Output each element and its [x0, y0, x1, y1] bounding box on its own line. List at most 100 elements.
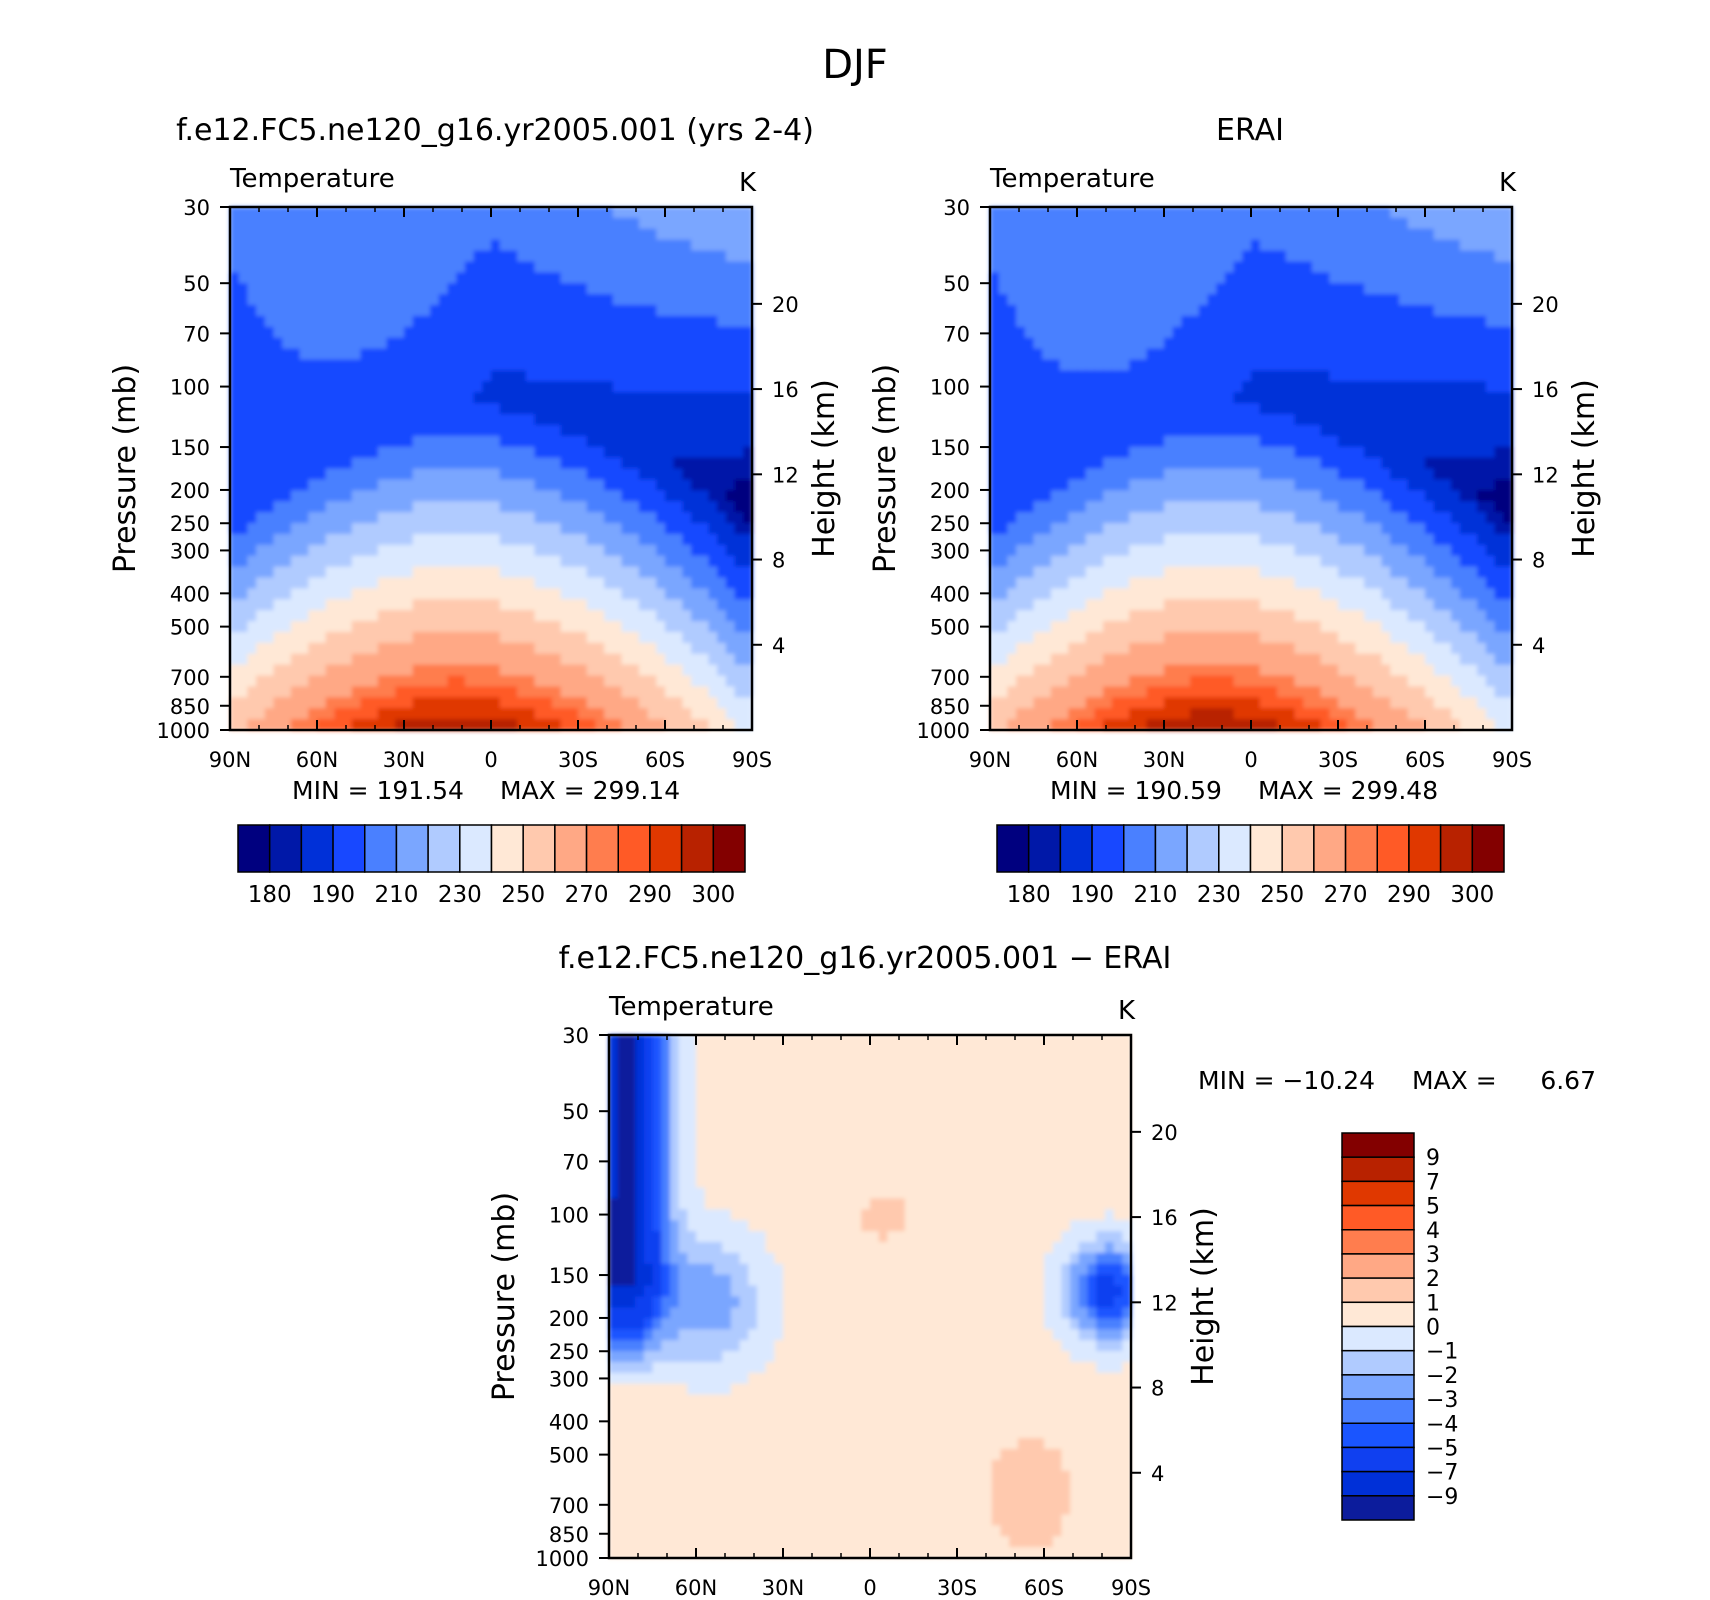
field-cell: [325, 642, 335, 655]
field-cell: [1050, 446, 1061, 459]
field-cell: [1268, 392, 1278, 404]
field-cell: [230, 239, 240, 252]
field-cell: [508, 414, 518, 426]
field-cell: [369, 512, 379, 524]
field-cell: [1190, 228, 1200, 241]
field-cell: [317, 305, 327, 317]
field-cell: [1451, 337, 1461, 350]
field-cell: [743, 370, 753, 382]
field-cell: [299, 479, 309, 491]
field-cell: [386, 501, 396, 513]
field-cell: [351, 381, 362, 393]
field-cell: [1050, 403, 1061, 415]
field-cell: [230, 381, 240, 393]
field-cell: [1085, 228, 1095, 241]
field-cell: [682, 250, 692, 263]
field-cell: [578, 468, 588, 480]
field-cell: [282, 631, 292, 644]
field-cell: [282, 599, 292, 611]
field-cell: [691, 599, 701, 611]
field-cell: [1285, 446, 1296, 459]
field-cell: [317, 675, 327, 688]
field-cell: [534, 272, 544, 284]
field-cell: [1111, 283, 1122, 295]
field-cell: [517, 631, 527, 644]
field-cell: [1346, 512, 1356, 524]
field-cell: [1416, 544, 1426, 557]
field-cell: [1320, 283, 1330, 295]
field-cell: [282, 414, 292, 426]
field-cell: [299, 305, 309, 317]
field-cell: [1416, 392, 1426, 404]
field-cell: [308, 522, 318, 535]
field-cell: [1016, 457, 1026, 470]
field-cell: [1277, 533, 1287, 546]
field-cell: [404, 621, 414, 633]
field-cell: [1303, 337, 1313, 350]
field-cell: [430, 446, 440, 459]
field-cell: [377, 479, 388, 491]
field-cell: [230, 250, 240, 263]
field-cell: [1503, 261, 1513, 273]
field-cell: [412, 642, 422, 655]
field-cell: [708, 501, 718, 513]
field-cell: [1503, 479, 1513, 491]
field-cell: [1442, 403, 1452, 415]
field-cell: [717, 315, 727, 328]
field-cell: [282, 468, 292, 480]
field-cell: [534, 446, 544, 459]
field-cell: [1155, 512, 1165, 524]
field-cell: [551, 621, 562, 633]
field-cell: [595, 283, 605, 295]
colorbar-swatch: [585, 824, 619, 873]
field-cell: [430, 708, 440, 720]
field-cell: [647, 305, 657, 317]
field-cell: [717, 228, 727, 241]
field-cell: [273, 283, 283, 295]
field-cell: [430, 479, 440, 491]
field-cell: [282, 697, 292, 709]
field-cell: [1407, 403, 1417, 415]
field-cell: [1224, 305, 1235, 317]
field-cell: [621, 239, 631, 252]
field-cell: [1216, 283, 1226, 295]
field-cell: [551, 294, 562, 306]
field-cell: [691, 501, 701, 513]
field-cell: [369, 501, 379, 513]
field-cell: [1155, 272, 1165, 284]
field-cell: [1216, 479, 1226, 491]
field-cell: [1172, 403, 1182, 415]
field-cell: [630, 719, 640, 731]
field-cell: [1251, 490, 1261, 502]
field-cell: [1024, 392, 1035, 404]
field-cell: [360, 544, 370, 557]
field-cell: [1198, 261, 1209, 273]
field-cell: [1251, 512, 1261, 524]
field-cell: [1285, 250, 1296, 263]
field-cell: [1503, 294, 1513, 306]
field-cell: [525, 337, 536, 350]
field-cell: [1050, 501, 1061, 513]
field-cell: [1007, 435, 1017, 448]
field-cell: [369, 490, 379, 502]
field-cell: [377, 424, 388, 437]
field-cell: [1329, 490, 1339, 502]
field-cell: [1024, 217, 1035, 230]
field-cell: [360, 555, 370, 568]
field-cell: [421, 414, 431, 426]
field-cell: [325, 610, 335, 622]
field-cell: [421, 272, 431, 284]
field-cell: [1042, 457, 1052, 470]
field-cell: [1103, 392, 1113, 404]
field-cell: [1416, 228, 1426, 241]
field-cell: [1468, 283, 1478, 295]
field-cell: [1485, 370, 1496, 382]
field-cell: [665, 446, 675, 459]
field-cell: [1294, 468, 1304, 480]
field-cell: [517, 675, 527, 688]
field-cell: [377, 675, 388, 688]
field-cell: [1494, 512, 1504, 524]
field-cell: [1181, 555, 1191, 568]
field-cell: [412, 708, 422, 720]
field-cell: [1181, 392, 1191, 404]
